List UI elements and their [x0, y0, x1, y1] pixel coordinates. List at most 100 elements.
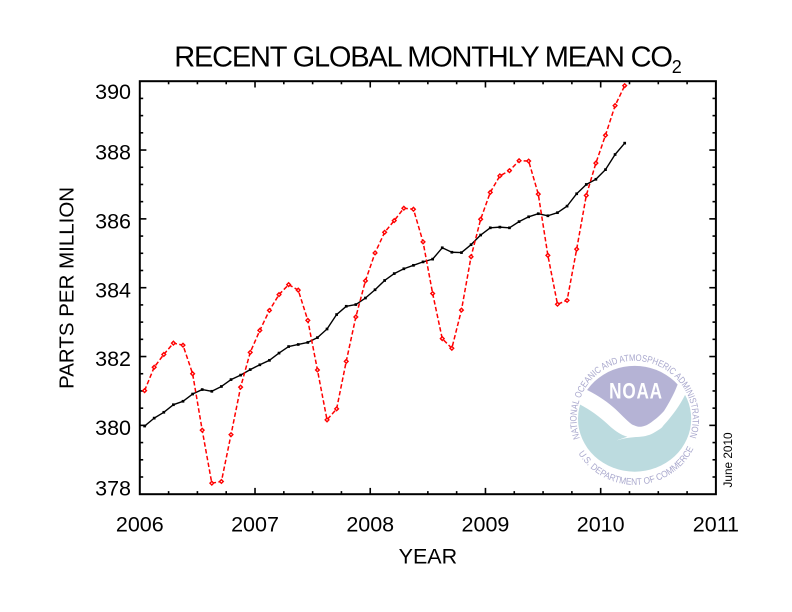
y-axis-title: PARTS PER MILLION: [56, 187, 79, 389]
monthly-mean-series: [141, 82, 628, 487]
x-tick-label: 2008: [346, 513, 394, 537]
trend-point-marker: [172, 403, 175, 407]
monthly-mean-line: [143, 85, 626, 484]
trend-point-marker: [239, 373, 242, 377]
monthly-mean-point-marker: [391, 217, 398, 224]
monthly-mean-point-marker: [554, 301, 561, 308]
monthly-mean-point-marker: [545, 252, 551, 259]
x-tick-label: 2007: [231, 513, 279, 537]
trend-point-marker: [143, 424, 146, 428]
trend-point-marker: [536, 212, 540, 216]
chart-title-subscript: 2: [672, 57, 682, 77]
trend-point-marker: [268, 358, 271, 362]
noaa-logo: NOAA NATIONAL OCEANIC AND ATMOSPHERIC AD…: [568, 352, 702, 487]
monthly-mean-point-marker: [266, 307, 273, 314]
monthly-mean-point-marker: [410, 206, 417, 213]
y-tick-label: 386: [95, 210, 131, 234]
monthly-mean-point-marker: [170, 340, 177, 346]
trend-point-marker: [248, 368, 252, 371]
monthly-mean-point-marker: [535, 191, 542, 197]
trend-point-marker: [200, 388, 204, 391]
monthly-mean-point-marker: [477, 216, 484, 223]
trend-line: [144, 142, 626, 427]
monthly-mean-point-marker: [228, 431, 234, 438]
y-tick-label: 382: [95, 347, 131, 371]
trend-point-marker: [181, 399, 185, 403]
monthly-mean-point-marker: [324, 417, 330, 423]
trend-point-marker: [450, 250, 454, 254]
trend-point-marker: [344, 304, 348, 308]
trend-point-marker: [392, 272, 396, 275]
trend-point-marker: [277, 351, 281, 355]
trend-point-marker: [594, 177, 598, 181]
trend-point-marker: [431, 257, 435, 261]
trend-point-marker: [604, 168, 607, 172]
trend-point-marker: [354, 303, 358, 306]
trend-point-marker: [556, 211, 559, 215]
x-axis-title: YEAR: [399, 544, 458, 568]
trend-point-marker: [469, 243, 473, 247]
x-tick-label: 2006: [116, 513, 164, 537]
x-tick-label: 2010: [577, 513, 625, 537]
x-tick-label: 2009: [462, 513, 510, 537]
monthly-mean-point-marker: [449, 345, 455, 352]
monthly-mean-point-marker: [208, 480, 215, 487]
monthly-mean-point-marker: [333, 406, 340, 412]
monthly-mean-point-marker: [276, 291, 282, 298]
trend-point-marker: [402, 267, 406, 271]
y-tick-label: 384: [95, 278, 131, 302]
monthly-mean-point-marker: [237, 384, 244, 391]
x-tick-label: 2011: [693, 513, 739, 537]
monthly-mean-point-marker: [362, 277, 369, 284]
trend-point-marker: [440, 246, 444, 250]
trend-point-marker: [565, 204, 569, 208]
trend-point-marker: [517, 220, 521, 223]
monthly-mean-point-marker: [497, 173, 503, 179]
trend-point-marker: [421, 260, 425, 264]
trend-point-marker: [613, 153, 617, 156]
data-series: [141, 82, 628, 487]
monthly-mean-point-marker: [151, 364, 158, 371]
trend-point-marker: [373, 288, 377, 292]
monthly-mean-point-marker: [487, 189, 494, 196]
monthly-mean-point-marker: [295, 287, 302, 293]
monthly-mean-point-marker: [468, 253, 474, 260]
monthly-mean-point-marker: [593, 160, 599, 166]
noaa-gull-icon: [616, 436, 628, 441]
trend-point-marker: [546, 214, 550, 218]
y-tick-label: 380: [95, 416, 131, 440]
trend-point-marker: [229, 378, 233, 381]
monthly-mean-point-marker: [352, 314, 359, 320]
axes: 2006 2007 2008 2009 2010 2011 378 380 382 384 386 3…: [95, 80, 739, 537]
trend-point-marker: [584, 183, 588, 186]
monthly-mean-point-marker: [420, 239, 426, 245]
monthly-mean-point-marker: [612, 102, 618, 109]
monthly-mean-point-marker: [381, 229, 388, 236]
monthly-mean-point-marker: [439, 335, 446, 342]
trend-point-marker: [152, 416, 156, 420]
monthly-mean-point-marker: [401, 205, 407, 212]
y-tick-label: 390: [95, 80, 131, 104]
trend-point-marker: [527, 215, 531, 219]
trend-point-marker: [460, 251, 463, 254]
monthly-mean-point-marker: [525, 158, 532, 164]
date-stamp: June 2010: [721, 432, 735, 488]
monthly-mean-point-marker: [189, 370, 196, 377]
monthly-mean-point-marker: [564, 297, 570, 304]
trend-point-marker: [488, 226, 492, 230]
monthly-mean-point-marker: [304, 317, 311, 324]
y-tick-label: 388: [95, 141, 131, 165]
trend-point-marker: [623, 141, 627, 145]
trend-point-marker: [296, 343, 300, 346]
trend-point-marker: [258, 363, 262, 367]
trend-point-marker: [162, 410, 166, 414]
monthly-mean-point-marker: [372, 250, 378, 256]
chart-title-main: RECENT GLOBAL MONTHLY MEAN CO: [174, 42, 672, 74]
monthly-mean-point-marker: [285, 281, 292, 288]
noaa-logo-sky: [578, 365, 692, 427]
trend-point-marker: [287, 345, 290, 348]
monthly-mean-point-marker: [506, 167, 513, 174]
monthly-mean-point-marker: [602, 132, 609, 139]
trend-point-marker: [316, 336, 319, 339]
